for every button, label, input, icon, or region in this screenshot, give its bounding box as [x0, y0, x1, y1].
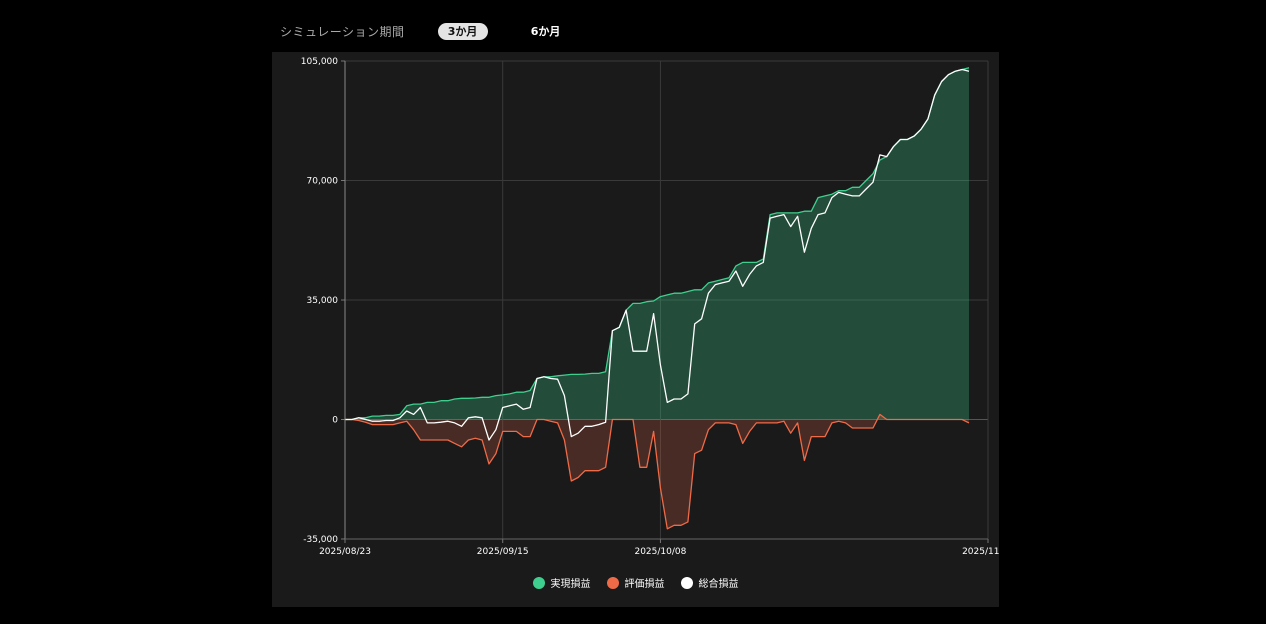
- area-realized: [345, 67, 969, 420]
- x-tick-label: 2025/08/23: [319, 547, 371, 557]
- period-3-months-button[interactable]: 3か月: [437, 22, 488, 40]
- y-tick-labels: 105,000 70,000 35,000 0 -35,000: [301, 57, 338, 545]
- x-tick-labels: 2025/08/23 2025/09/15 2025/10/08 2025/11/22: [319, 547, 999, 557]
- x-tick-label: 2025/09/15: [477, 547, 529, 557]
- x-tick-label: 2025/11/22: [962, 547, 999, 557]
- area-fills: [345, 67, 969, 529]
- legend-label-total: 総合損益: [698, 579, 739, 590]
- y-tick-label: -35,000: [303, 535, 338, 545]
- legend-label-realized: 実現損益: [550, 579, 591, 590]
- series-line-realized: [345, 67, 970, 421]
- x-tick-label: 2025/10/08: [634, 547, 686, 557]
- legend-dot-unrealized: [606, 576, 619, 589]
- y-tick-label: 70,000: [307, 177, 339, 187]
- series-line-unrealized: [345, 413, 970, 530]
- y-tick-label: 35,000: [307, 296, 339, 306]
- period-label: シミュレーション期間: [280, 24, 405, 39]
- axes: [341, 60, 989, 543]
- period-selector: シミュレーション期間 3か月 6か月: [280, 20, 568, 42]
- y-tick-label: 105,000: [301, 57, 338, 67]
- legend-item-unrealized[interactable]: 評価損益: [606, 575, 665, 590]
- legend-dot-realized: [532, 576, 545, 589]
- chart-panel: 105,000 70,000 35,000 0 -35,000 2025/08/23 20…: [272, 52, 999, 607]
- chart-legend: 実現損益 評価損益 総合損益: [272, 575, 999, 590]
- series-lines: [345, 67, 970, 530]
- legend-item-realized[interactable]: 実現損益: [532, 575, 591, 590]
- area-unrealized: [345, 414, 969, 529]
- legend-item-total[interactable]: 総合損益: [680, 575, 739, 590]
- period-6-months-button[interactable]: 6か月: [524, 23, 568, 40]
- legend-label-unrealized: 評価損益: [624, 579, 665, 590]
- legend-dot-total: [680, 576, 693, 589]
- y-tick-label: 0: [332, 416, 338, 426]
- series-line-total: [345, 68, 970, 441]
